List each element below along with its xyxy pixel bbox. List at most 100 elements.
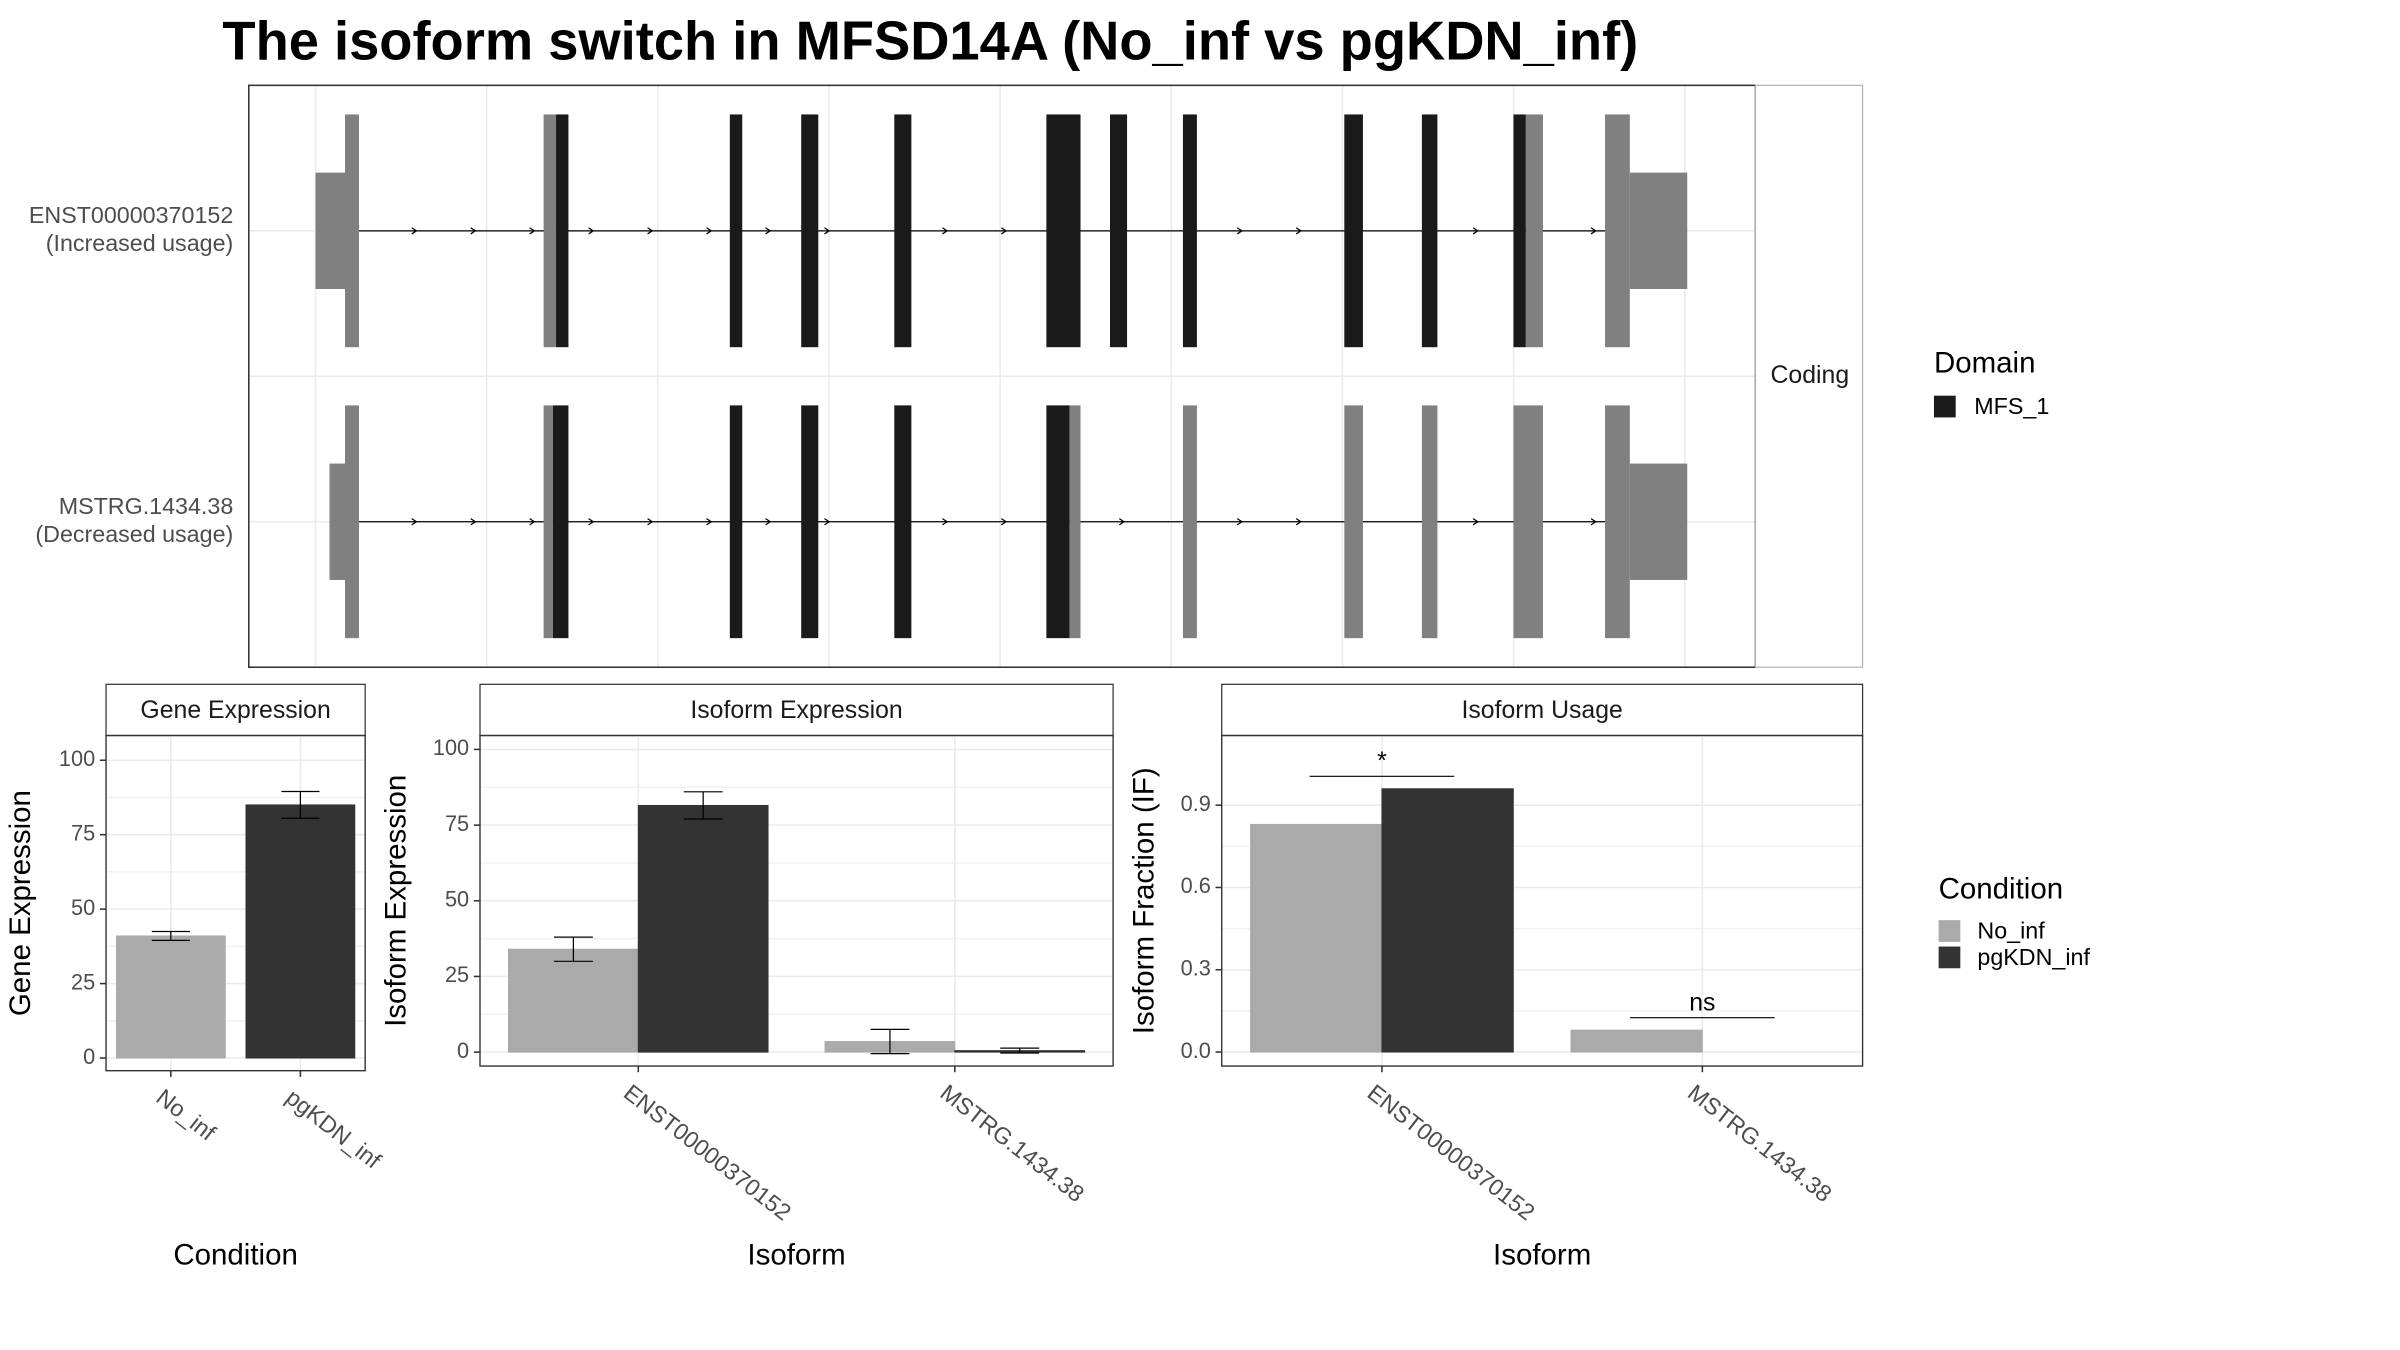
y-tick-label: 0.6 [1181, 873, 1211, 898]
y-tick-label: 25 [445, 962, 469, 987]
exon [556, 114, 569, 348]
exon [1046, 114, 1081, 348]
y-axis-title: Isoform Fraction (IF) [1127, 767, 1160, 1034]
exon [1513, 405, 1543, 639]
legend-key [1938, 946, 1961, 969]
exon [345, 405, 359, 639]
exon [1182, 405, 1197, 639]
intron-arrow [1236, 227, 1244, 235]
intron-arrow [411, 518, 418, 526]
x-tick-label: ENST00000370152 [619, 1079, 796, 1225]
intron-arrow [411, 227, 418, 235]
exon [801, 114, 819, 348]
facet-strip [479, 683, 1114, 737]
exon [894, 405, 912, 639]
y-tick-label: 0 [83, 1044, 95, 1069]
legend-key [1938, 920, 1961, 942]
exon [894, 114, 912, 348]
exon [543, 114, 557, 348]
x-tick-label: pgKDN_inf [281, 1084, 386, 1174]
intron-arrow [1001, 518, 1008, 526]
panel-border [105, 734, 366, 1072]
bar [245, 804, 356, 1059]
x-axis-title: Isoform [747, 1239, 845, 1272]
intron-arrow [470, 518, 477, 526]
panel-border [479, 734, 1114, 1067]
exon [1069, 405, 1081, 639]
facet-strip [1221, 683, 1864, 737]
intron-arrow [529, 227, 536, 235]
facet-label: Gene Expression [140, 697, 330, 724]
bar [1250, 823, 1383, 1053]
exon [1344, 405, 1363, 639]
y-tick-label: 0.9 [1181, 791, 1211, 816]
legend-title: Domain [1934, 346, 2036, 379]
legend-label: MFS_1 [1974, 393, 2049, 419]
intron-arrow [1295, 518, 1302, 526]
y-axis-title: Gene Expression [4, 790, 37, 1016]
bar [637, 804, 769, 1053]
transcript-usage: (Increased usage) [46, 230, 234, 256]
intron-arrow [470, 227, 477, 235]
y-tick-label: 0.3 [1181, 955, 1211, 980]
intron-arrow [1472, 227, 1479, 235]
exon [552, 405, 569, 639]
exon [329, 463, 345, 580]
legend-key [1933, 395, 1956, 418]
exon [1629, 463, 1688, 580]
legend-label: No_inf [1977, 918, 2045, 944]
x-axis-title: Isoform [1493, 1239, 1591, 1272]
exon [1605, 405, 1630, 639]
exon [345, 114, 359, 348]
exon [729, 114, 743, 348]
panel-border [1221, 734, 1864, 1067]
intron-arrow [765, 518, 772, 526]
intron-arrow [647, 227, 654, 235]
intron-arrow [588, 227, 595, 235]
intron-arrow [1236, 518, 1244, 526]
y-tick-label: 75 [445, 811, 469, 836]
y-tick-label: 0.0 [1181, 1038, 1211, 1063]
intron-arrow [647, 518, 654, 526]
x-tick-label: No_inf [152, 1084, 221, 1146]
y-axis-title: Isoform Expression [380, 775, 413, 1027]
y-tick-label: 100 [59, 746, 95, 771]
intron-arrow [942, 518, 949, 526]
exon [1046, 405, 1070, 639]
y-tick-label: 50 [445, 887, 469, 912]
x-axis-title: Condition [173, 1239, 298, 1272]
intron-arrow [1118, 518, 1126, 526]
intron-arrow [1472, 518, 1479, 526]
exon [729, 405, 743, 639]
exon [315, 172, 345, 290]
intron-arrow [1295, 227, 1302, 235]
significance-label: ns [1689, 989, 1715, 1016]
exon [1421, 114, 1438, 348]
intron-arrow [706, 227, 713, 235]
facet-label: Isoform Usage [1461, 697, 1622, 724]
transcript-name: ENST00000370152 [29, 202, 233, 228]
intron-arrow [588, 518, 595, 526]
transcript-name: MSTRG.1434.38 [59, 493, 234, 519]
exon [1605, 114, 1630, 348]
intron-arrow [529, 518, 536, 526]
x-tick-label: MSTRG.1434.38 [936, 1079, 1090, 1207]
exon [1525, 114, 1543, 348]
y-tick-label: 25 [71, 969, 95, 994]
y-tick-label: 75 [71, 820, 95, 845]
intron-arrow [942, 227, 949, 235]
exon [1629, 172, 1688, 290]
significance-label: * [1377, 748, 1387, 775]
exon [543, 405, 553, 639]
intron-arrow [1590, 518, 1597, 526]
intron-arrow [765, 227, 772, 235]
facet-strip [1754, 84, 1864, 668]
exon [1182, 114, 1197, 348]
intron-arrow [824, 518, 831, 526]
exon [1110, 114, 1128, 348]
intron-arrow [824, 227, 831, 235]
x-tick-label: MSTRG.1434.38 [1683, 1079, 1837, 1207]
facet-strip [105, 683, 366, 737]
bar [508, 948, 639, 1053]
